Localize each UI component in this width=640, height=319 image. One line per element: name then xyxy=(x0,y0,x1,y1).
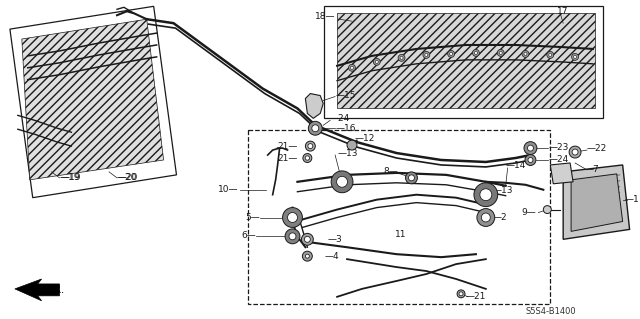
Polygon shape xyxy=(571,174,623,231)
Circle shape xyxy=(524,52,527,56)
Circle shape xyxy=(480,189,492,201)
Text: —3: —3 xyxy=(327,235,342,244)
Text: S5S4-B1400: S5S4-B1400 xyxy=(525,307,576,316)
Circle shape xyxy=(406,172,417,184)
Circle shape xyxy=(305,254,309,258)
Text: —13: —13 xyxy=(493,186,513,195)
Circle shape xyxy=(285,229,300,244)
Circle shape xyxy=(289,233,296,240)
Circle shape xyxy=(305,141,316,151)
Circle shape xyxy=(305,236,310,242)
Circle shape xyxy=(287,212,298,222)
Polygon shape xyxy=(15,279,60,301)
Circle shape xyxy=(569,146,581,158)
Polygon shape xyxy=(563,165,630,239)
Text: 6—: 6— xyxy=(241,231,256,240)
Circle shape xyxy=(331,171,353,193)
Polygon shape xyxy=(248,130,550,304)
Text: —14: —14 xyxy=(506,161,526,170)
Polygon shape xyxy=(550,163,573,184)
Circle shape xyxy=(347,140,357,150)
Text: 8—: 8— xyxy=(384,167,399,176)
Circle shape xyxy=(499,51,502,55)
Circle shape xyxy=(477,209,495,226)
Circle shape xyxy=(548,53,552,56)
Polygon shape xyxy=(337,13,595,108)
Text: 10—: 10— xyxy=(218,185,238,194)
Circle shape xyxy=(547,51,554,58)
Circle shape xyxy=(474,51,477,55)
Text: —21: —21 xyxy=(466,292,486,301)
Text: —15: —15 xyxy=(335,91,356,100)
Circle shape xyxy=(400,56,403,59)
Circle shape xyxy=(474,183,498,207)
Circle shape xyxy=(349,64,355,71)
Circle shape xyxy=(573,56,577,58)
Circle shape xyxy=(337,176,348,187)
Circle shape xyxy=(308,121,322,135)
Text: —19: —19 xyxy=(60,173,80,182)
Circle shape xyxy=(528,158,533,162)
Circle shape xyxy=(472,49,479,56)
Text: —2: —2 xyxy=(493,213,508,222)
Text: —19: —19 xyxy=(61,173,81,182)
Text: 18—: 18— xyxy=(315,12,335,21)
Circle shape xyxy=(398,55,405,61)
Circle shape xyxy=(373,58,380,65)
Text: FR.: FR. xyxy=(47,285,65,295)
Polygon shape xyxy=(305,93,323,118)
Text: 21—: 21— xyxy=(277,142,298,151)
Text: —12: —12 xyxy=(355,134,375,143)
Circle shape xyxy=(425,53,428,56)
Circle shape xyxy=(572,53,579,60)
Circle shape xyxy=(497,49,504,56)
Circle shape xyxy=(525,154,536,166)
Circle shape xyxy=(351,66,353,69)
Text: 5—: 5— xyxy=(245,213,260,222)
Circle shape xyxy=(522,50,529,57)
Circle shape xyxy=(447,50,454,57)
Circle shape xyxy=(572,149,578,155)
Circle shape xyxy=(283,208,303,227)
Circle shape xyxy=(524,142,537,154)
Text: —24: —24 xyxy=(548,154,568,164)
Text: —24: —24 xyxy=(329,114,349,123)
Polygon shape xyxy=(324,6,603,118)
Polygon shape xyxy=(10,6,177,198)
Circle shape xyxy=(459,292,463,296)
Text: 21—: 21— xyxy=(277,153,298,162)
Text: —22: —22 xyxy=(587,144,607,152)
Circle shape xyxy=(481,213,490,222)
Circle shape xyxy=(308,144,313,149)
Text: —20: —20 xyxy=(118,173,138,182)
Circle shape xyxy=(303,251,312,261)
Circle shape xyxy=(303,153,312,162)
Circle shape xyxy=(450,52,452,56)
Text: 17: 17 xyxy=(557,7,569,16)
Text: 11: 11 xyxy=(395,230,406,239)
Circle shape xyxy=(301,234,314,245)
Circle shape xyxy=(408,175,415,181)
Polygon shape xyxy=(22,19,164,180)
Text: —7: —7 xyxy=(585,166,600,174)
Circle shape xyxy=(527,145,533,151)
Circle shape xyxy=(543,206,551,213)
Circle shape xyxy=(312,125,319,132)
Text: —23: —23 xyxy=(548,143,569,152)
Circle shape xyxy=(457,290,465,298)
Text: —13: —13 xyxy=(337,149,358,158)
Circle shape xyxy=(375,60,378,63)
Circle shape xyxy=(305,156,310,160)
Text: —4: —4 xyxy=(324,252,339,261)
Text: 9—: 9— xyxy=(522,208,536,217)
Circle shape xyxy=(423,51,430,58)
Text: —16: —16 xyxy=(335,124,356,133)
Text: —1: —1 xyxy=(625,195,639,204)
Text: —20: —20 xyxy=(117,173,138,182)
